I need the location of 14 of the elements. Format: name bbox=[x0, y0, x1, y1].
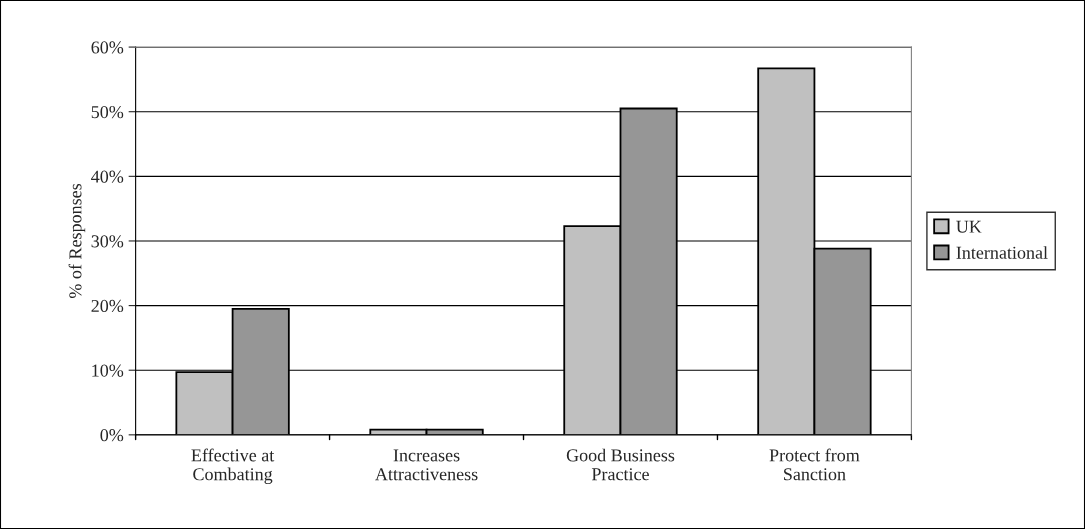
x-tick-label: Protect from Sanction bbox=[769, 448, 860, 481]
y-tick-label: 10% bbox=[92, 364, 124, 377]
y-tick-label: 20% bbox=[91, 299, 124, 313]
legend-label: International bbox=[956, 246, 1048, 259]
y-axis-title: % of Responses bbox=[68, 183, 86, 299]
y-tick-label: 30% bbox=[91, 235, 124, 248]
legend-label: UK bbox=[956, 220, 982, 233]
x-tick-label: Good Business Practice bbox=[566, 448, 675, 481]
y-tick-label: 60% bbox=[91, 41, 124, 54]
y-tick-label: 0% bbox=[100, 429, 124, 442]
x-tick-label: Increases Attractiveness bbox=[375, 449, 478, 481]
y-tick-label: 40% bbox=[91, 170, 124, 183]
y-tick-label: 50% bbox=[91, 105, 124, 119]
x-tick-label: Effective at Combating bbox=[191, 448, 275, 485]
